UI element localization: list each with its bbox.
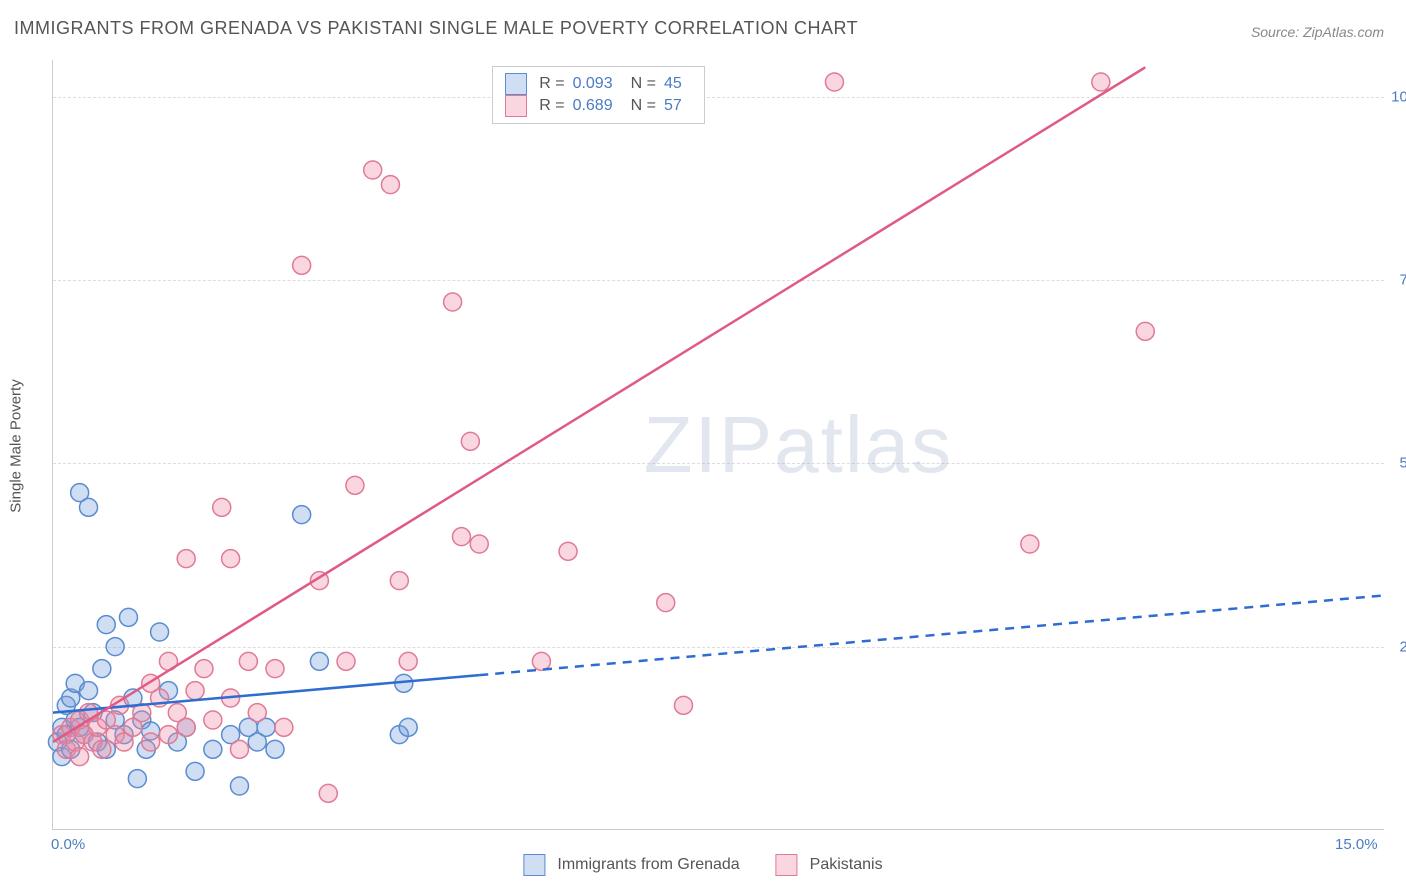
data-point xyxy=(177,550,195,568)
y-tick-label: 25.0% xyxy=(1390,638,1406,655)
data-point xyxy=(266,740,284,758)
data-point xyxy=(186,762,204,780)
series-swatch xyxy=(776,854,798,876)
data-point xyxy=(248,704,266,722)
data-point xyxy=(825,73,843,91)
legend-label: Pakistanis xyxy=(810,856,883,874)
data-point xyxy=(470,535,488,553)
data-point xyxy=(159,726,177,744)
r-label: R = xyxy=(539,97,564,115)
data-point xyxy=(674,696,692,714)
data-point xyxy=(213,498,231,516)
data-point xyxy=(142,733,160,751)
data-point xyxy=(195,660,213,678)
data-point xyxy=(559,542,577,560)
n-value: 57 xyxy=(664,97,682,115)
data-point xyxy=(1136,322,1154,340)
data-point xyxy=(93,660,111,678)
data-point xyxy=(275,718,293,736)
data-point xyxy=(364,161,382,179)
data-point xyxy=(239,652,257,670)
data-point xyxy=(293,506,311,524)
trend-line xyxy=(53,675,479,713)
data-point xyxy=(266,660,284,678)
data-point xyxy=(230,740,248,758)
r-value: 0.689 xyxy=(573,97,613,115)
trend-line-extrapolated xyxy=(479,595,1385,675)
n-value: 45 xyxy=(664,75,682,93)
data-point xyxy=(346,476,364,494)
data-point xyxy=(204,740,222,758)
data-point xyxy=(399,718,417,736)
y-tick-label: 100.0% xyxy=(1390,88,1406,105)
data-point xyxy=(293,256,311,274)
data-point xyxy=(337,652,355,670)
data-point xyxy=(532,652,550,670)
data-point xyxy=(230,777,248,795)
y-axis-label: Single Male Poverty xyxy=(8,379,25,512)
data-point xyxy=(119,608,137,626)
trend-line xyxy=(53,67,1145,742)
series-swatch xyxy=(505,95,527,117)
series-swatch xyxy=(523,854,545,876)
data-point xyxy=(381,176,399,194)
data-point xyxy=(71,748,89,766)
chart-title: IMMIGRANTS FROM GRENADA VS PAKISTANI SIN… xyxy=(14,18,858,39)
data-point xyxy=(151,623,169,641)
stats-row: R = 0.093 N = 45 xyxy=(505,73,692,95)
y-tick-label: 50.0% xyxy=(1390,455,1406,472)
data-point xyxy=(80,498,98,516)
data-point xyxy=(390,572,408,590)
r-value: 0.093 xyxy=(573,75,613,93)
stats-row: R = 0.689 N = 57 xyxy=(505,95,692,117)
x-tick-label: 15.0% xyxy=(1335,836,1378,853)
stats-legend-box: R = 0.093 N = 45 R = 0.689 N = 57 xyxy=(492,66,705,124)
plot-area: ZIPatlas R =0.093N =45R =0.689N =57 25.0… xyxy=(52,60,1384,830)
data-point xyxy=(444,293,462,311)
scatter-svg xyxy=(53,60,1384,829)
data-point xyxy=(106,638,124,656)
data-point xyxy=(399,652,417,670)
data-point xyxy=(186,682,204,700)
data-point xyxy=(128,770,146,788)
series-swatch xyxy=(505,73,527,95)
r-label: R = xyxy=(539,75,564,93)
n-label: N = xyxy=(631,75,656,93)
data-point xyxy=(1092,73,1110,91)
data-point xyxy=(93,740,111,758)
data-point xyxy=(222,550,240,568)
n-label: N = xyxy=(631,97,656,115)
data-point xyxy=(1021,535,1039,553)
legend-label: Immigrants from Grenada xyxy=(557,856,739,874)
source-attribution: Source: ZipAtlas.com xyxy=(1251,24,1384,40)
data-point xyxy=(177,718,195,736)
data-point xyxy=(310,652,328,670)
bottom-legend: Immigrants from Grenada Pakistanis xyxy=(523,854,882,876)
data-point xyxy=(80,682,98,700)
legend-item: Pakistanis xyxy=(776,854,883,876)
legend-item: Immigrants from Grenada xyxy=(523,854,739,876)
data-point xyxy=(204,711,222,729)
data-point xyxy=(452,528,470,546)
data-point xyxy=(319,784,337,802)
data-point xyxy=(461,432,479,450)
data-point xyxy=(97,616,115,634)
y-tick-label: 75.0% xyxy=(1390,272,1406,289)
data-point xyxy=(657,594,675,612)
x-tick-label: 0.0% xyxy=(51,836,85,853)
